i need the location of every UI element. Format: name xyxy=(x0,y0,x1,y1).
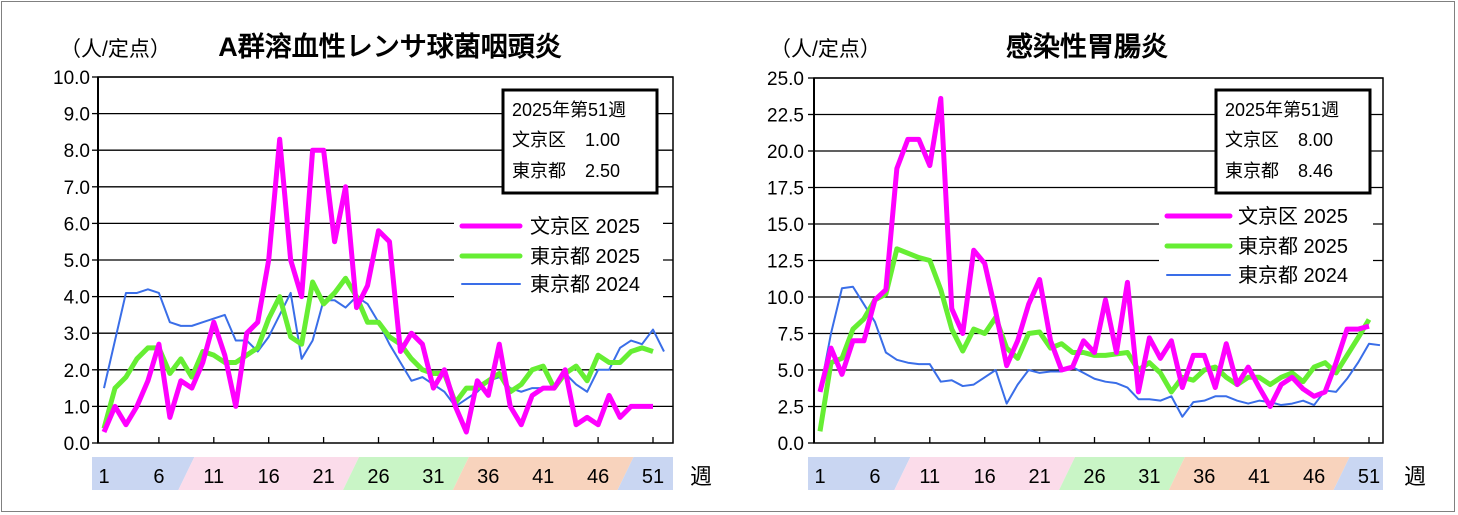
y-tick-label: 17.5 xyxy=(767,179,804,200)
legend-label: 文京区 2025 xyxy=(1238,205,1348,228)
x-tick-label: 21 xyxy=(1028,466,1050,488)
x-tick-label: 1 xyxy=(814,466,825,488)
y-tick-label: 0.0 xyxy=(64,434,90,455)
x-tick-label: 11 xyxy=(919,466,940,488)
y-tick-label: 25.0 xyxy=(767,69,804,90)
series-line-2 xyxy=(819,285,1381,418)
week-band xyxy=(178,457,360,490)
week-band xyxy=(1059,457,1185,490)
x-tick-label: 6 xyxy=(153,466,164,488)
x-axis-label: 週 xyxy=(690,464,712,489)
week-band xyxy=(1168,457,1350,490)
x-tick-label: 36 xyxy=(477,466,499,488)
x-tick-label: 26 xyxy=(1083,466,1105,488)
legend-label: 東京都 2025 xyxy=(530,245,640,268)
info-box-label: 文京区 xyxy=(512,130,566,150)
x-tick-label: 31 xyxy=(422,466,444,488)
info-box-value: 8.46 xyxy=(1298,161,1333,181)
x-tick-label: 36 xyxy=(1193,466,1215,488)
info-box-value: 2.50 xyxy=(585,161,620,181)
week-band xyxy=(617,457,673,490)
info-box-label: 東京都 xyxy=(1225,161,1279,181)
info-box-heading: 2025年第51週 xyxy=(512,100,626,120)
y-tick-label: 6.0 xyxy=(64,214,90,235)
y-tick-label: 12.5 xyxy=(767,252,804,273)
y-tick-label: 5.0 xyxy=(64,251,90,272)
x-tick-label: 21 xyxy=(312,466,334,488)
week-band xyxy=(808,457,911,490)
y-tick-label: 7.5 xyxy=(778,325,804,346)
x-tick-label: 51 xyxy=(642,466,664,488)
x-tick-label: 26 xyxy=(367,466,389,488)
info-box-label: 文京区 xyxy=(1225,130,1279,150)
y-tick-label: 0.0 xyxy=(778,434,804,455)
x-tick-label: 1 xyxy=(98,466,109,488)
chart-title: 感染性胃腸炎 xyxy=(1006,31,1168,62)
legend-label: 文京区 2025 xyxy=(530,215,640,238)
week-band xyxy=(894,457,1076,490)
series-line-2 xyxy=(103,288,665,408)
info-box-heading: 2025年第51週 xyxy=(1225,100,1339,120)
legend-label: 東京都 2024 xyxy=(530,273,640,296)
info-box-value: 8.00 xyxy=(1298,130,1333,150)
y-tick-label: 5.0 xyxy=(778,361,804,382)
y-tick-label: 10.0 xyxy=(767,288,804,309)
y-tick-label: 4.0 xyxy=(64,288,90,309)
chart-1: 0.01.02.03.04.05.06.07.08.09.010.01 6 11 16… xyxy=(53,31,712,490)
week-band xyxy=(452,457,634,490)
info-box xyxy=(1214,88,1372,195)
x-tick-label: 16 xyxy=(974,466,996,488)
y-tick-label: 3.0 xyxy=(64,324,90,345)
y-tick-label: 15.0 xyxy=(767,215,804,236)
y-tick-label: 9.0 xyxy=(64,105,90,126)
x-tick-label: 16 xyxy=(258,466,280,488)
info-box-label: 東京都 xyxy=(512,161,566,181)
y-axis-unit-label: （人/定点） xyxy=(60,38,171,61)
x-tick-label: 41 xyxy=(532,466,554,488)
x-axis-label: 週 xyxy=(1404,464,1426,489)
x-tick-label: 51 xyxy=(1358,466,1380,488)
y-tick-label: 22.5 xyxy=(767,106,804,127)
x-tick-label: 46 xyxy=(587,466,609,488)
week-band xyxy=(343,457,469,490)
legend-label: 東京都 2024 xyxy=(1238,264,1348,287)
x-tick-label: 31 xyxy=(1138,466,1160,488)
x-tick-label: 46 xyxy=(1303,466,1325,488)
info-box xyxy=(501,88,659,195)
week-band xyxy=(1333,457,1383,490)
week-band xyxy=(92,457,195,490)
y-tick-label: 2.5 xyxy=(778,398,804,419)
y-tick-label: 10.0 xyxy=(53,68,90,89)
y-tick-label: 8.0 xyxy=(64,141,90,162)
y-tick-label: 20.0 xyxy=(767,142,804,163)
x-tick-label: 6 xyxy=(869,466,880,488)
y-tick-label: 1.0 xyxy=(64,397,90,418)
y-axis-unit-label: （人/定点） xyxy=(770,38,881,61)
info-box-value: 1.00 xyxy=(585,130,620,150)
y-tick-label: 7.0 xyxy=(64,178,90,199)
chart-2: 0.0 2.5 5.0 7.5 10.0 12.5 15.0 17.5 20.0 22.5 25.0… xyxy=(767,31,1426,490)
x-tick-label: 41 xyxy=(1248,466,1270,488)
chart-title: A群溶血性レンサ球菌咽頭炎 xyxy=(218,31,562,62)
legend-label: 東京都 2025 xyxy=(1238,235,1348,258)
y-tick-label: 2.0 xyxy=(64,361,90,382)
x-tick-label: 11 xyxy=(203,466,224,488)
